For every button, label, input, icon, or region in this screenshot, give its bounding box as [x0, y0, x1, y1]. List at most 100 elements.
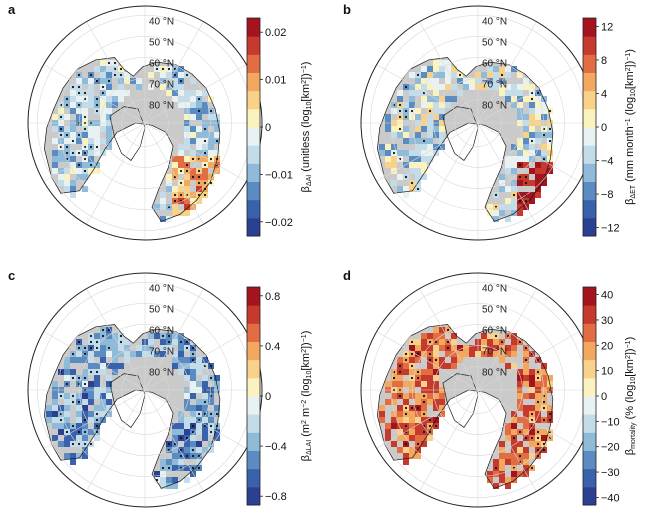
latitude-label: 40 °N: [482, 16, 507, 27]
meridian: [144, 122, 247, 182]
significance-dot: [89, 346, 93, 350]
grid-cell: [409, 453, 415, 459]
colorbar-tick-label: 0: [601, 122, 607, 134]
grid-cell: [196, 363, 202, 369]
grid-cell: [547, 144, 553, 150]
grid-cell: [391, 144, 397, 150]
grid-cell: [547, 405, 553, 411]
grid-cell: [112, 351, 118, 357]
grid-cell: [100, 72, 106, 78]
significance-dot: [155, 67, 159, 71]
grid-cell: [415, 132, 421, 138]
grid-cell: [505, 429, 511, 435]
grid-cell: [76, 168, 82, 174]
grid-cell: [439, 363, 445, 369]
grid-cell: [421, 369, 427, 375]
significance-dot: [113, 73, 117, 77]
grid-cell: [202, 132, 208, 138]
grid-cell: [184, 447, 190, 453]
grid-cell: [100, 108, 106, 114]
grid-cell: [505, 156, 511, 162]
grid-cell: [403, 138, 409, 144]
grid-cell: [499, 459, 505, 465]
grid-cell: [523, 156, 529, 162]
significance-dot: [536, 448, 540, 452]
grid-cell: [154, 204, 160, 210]
significance-dot: [185, 454, 189, 458]
grid-cell: [499, 180, 505, 186]
grid-cell: [517, 102, 523, 108]
grid-cell: [208, 447, 214, 453]
grid-cell: [499, 84, 505, 90]
significance-dot: [536, 442, 540, 446]
grid-cell: [523, 150, 529, 156]
colorbar-segment: [247, 90, 260, 110]
meridian: [419, 389, 479, 492]
grid-cell: [409, 72, 415, 78]
grid-cell: [202, 435, 208, 441]
grid-cell: [391, 132, 397, 138]
grid-cell: [94, 405, 100, 411]
latitude-label: 40 °N: [482, 283, 507, 294]
grid-cell: [541, 435, 547, 441]
colorbar-segment: [247, 163, 260, 182]
grid-cell: [403, 162, 409, 168]
grid-cell: [505, 66, 511, 72]
grid-cell: [535, 393, 541, 399]
significance-dot: [404, 115, 408, 119]
significance-dot: [89, 145, 93, 149]
significance-dot: [197, 175, 201, 179]
grid-cell: [196, 90, 202, 96]
significance-dot: [416, 187, 420, 191]
grid-cell: [421, 102, 427, 108]
grid-cell: [136, 84, 142, 90]
grid-cell: [421, 126, 427, 132]
significance-dot: [89, 442, 93, 446]
grid-cell: [184, 180, 190, 186]
grid-cell: [541, 381, 547, 387]
significance-dot: [101, 91, 105, 95]
colorbar-segment: [583, 323, 596, 342]
colorbar-tick-label: 40: [601, 290, 613, 302]
grid-cell: [511, 156, 517, 162]
grid-cell: [148, 345, 154, 351]
grid-cell: [487, 471, 493, 477]
colorbar-tick-label: 0.02: [265, 27, 286, 39]
grid-cell: [523, 84, 529, 90]
significance-dot: [89, 163, 93, 167]
grid-cell: [511, 339, 517, 345]
grid-cell: [52, 393, 58, 399]
significance-dot: [209, 430, 213, 434]
meridian: [144, 64, 247, 124]
grid-cell: [427, 393, 433, 399]
grid-cell: [463, 78, 469, 84]
colorbar-segment: [247, 305, 260, 324]
grid-cell: [202, 417, 208, 423]
grid-cell: [523, 453, 529, 459]
grid-cell: [457, 90, 463, 96]
grid-cell: [439, 72, 445, 78]
grid-cell: [493, 66, 499, 72]
grid-cell: [202, 375, 208, 381]
panel-a: 40 °N 50 °N 60 °N 70 °N 80 °N 0.02 0.01 0 −0.01 −…: [27, 5, 313, 241]
significance-dot: [404, 109, 408, 113]
grid-cell: [172, 429, 178, 435]
significance-dot: [119, 334, 123, 338]
significance-dot: [398, 115, 402, 119]
grid-cell: [166, 477, 172, 483]
grid-cell: [523, 114, 529, 120]
significance-dot: [83, 169, 87, 173]
grid-cell: [112, 339, 118, 345]
significance-dot: [191, 424, 195, 428]
significance-dot: [65, 133, 69, 137]
grid-cell: [94, 375, 100, 381]
latitude-label: 60 °N: [149, 58, 174, 69]
grid-cell: [190, 369, 196, 375]
grid-cell: [88, 381, 94, 387]
grid-cell: [523, 375, 529, 381]
grid-cell: [517, 138, 523, 144]
latitude-label: 50 °N: [149, 37, 174, 48]
grid-cell: [439, 345, 445, 351]
grid-cell: [124, 90, 130, 96]
